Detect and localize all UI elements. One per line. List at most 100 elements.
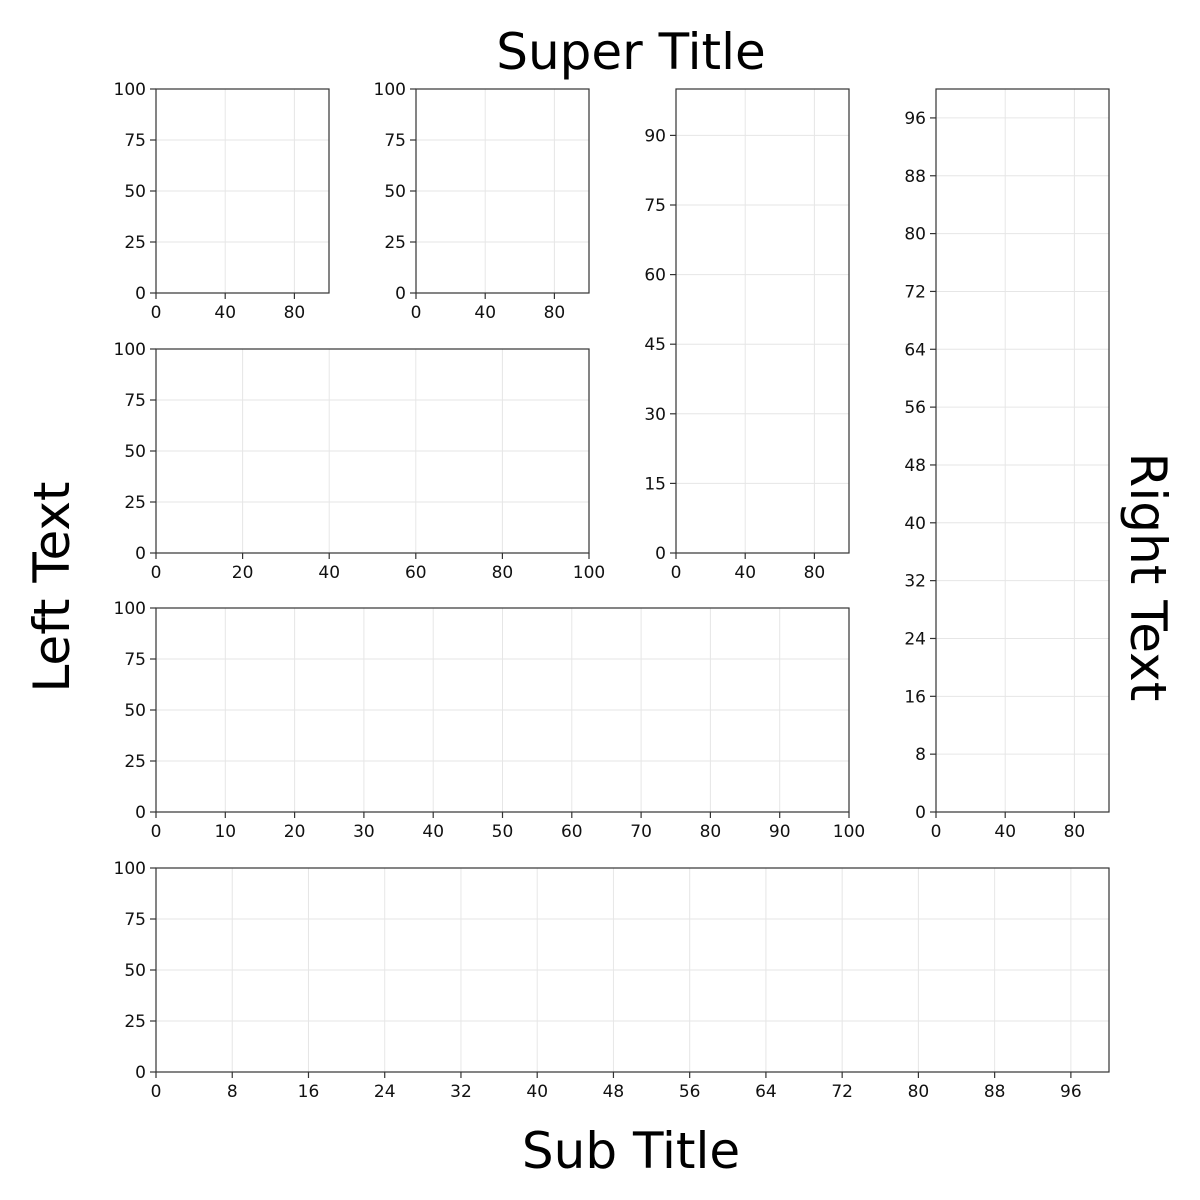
x-tick-label: 20 <box>284 822 306 842</box>
y-tick-label: 25 <box>124 1012 146 1032</box>
x-tick-label: 30 <box>353 822 375 842</box>
y-tick-label: 100 <box>114 340 146 360</box>
chart-panel-3: 0 40 80 0 15 30 45 60 75 90 <box>644 88 850 583</box>
x-tick-label: 80 <box>804 563 826 583</box>
x-tick-label: 90 <box>769 822 791 842</box>
y-tick-label: 45 <box>644 335 666 355</box>
y-tick-label: 50 <box>384 182 406 202</box>
x-tick-label: 60 <box>405 563 427 583</box>
x-tick-label: 32 <box>450 1082 472 1102</box>
x-tick-label: 40 <box>526 1082 548 1102</box>
y-tick-label: 75 <box>384 131 406 151</box>
x-tick-label: 48 <box>603 1082 625 1102</box>
x-tick-label: 40 <box>474 303 496 323</box>
x-tick-label: 64 <box>755 1082 777 1102</box>
x-tick-label: 56 <box>679 1082 701 1102</box>
y-tick-label: 0 <box>135 1063 146 1083</box>
x-tick-label: 80 <box>544 303 566 323</box>
y-tick-label: 50 <box>124 442 146 462</box>
right-text: Right Text <box>1119 453 1177 702</box>
y-tick-label: 80 <box>904 225 926 245</box>
x-tick-label: 80 <box>492 563 514 583</box>
y-tick-label: 25 <box>384 233 406 253</box>
y-tick-label: 50 <box>124 961 146 981</box>
x-tick-label: 100 <box>573 563 605 583</box>
y-tick-label: 100 <box>114 599 146 619</box>
y-tick-label: 0 <box>655 544 666 564</box>
y-tick-label: 75 <box>644 196 666 216</box>
y-tick-label: 90 <box>644 126 666 146</box>
y-tick-label: 75 <box>124 391 146 411</box>
y-tick-label: 0 <box>135 284 146 304</box>
left-text: Left Text <box>23 481 81 692</box>
y-tick-label: 96 <box>904 109 926 129</box>
x-tick-label: 60 <box>561 822 583 842</box>
y-tick-label: 15 <box>644 474 666 494</box>
chart-panel-1: 0 40 80 0 25 50 75 100 <box>114 80 330 323</box>
x-tick-label: 70 <box>630 822 652 842</box>
x-tick-label: 24 <box>374 1082 396 1102</box>
y-tick-label: 50 <box>124 182 146 202</box>
x-tick-label: 40 <box>994 822 1016 842</box>
y-tick-label: 8 <box>915 745 926 765</box>
axes-frame <box>935 88 1110 813</box>
y-tick-label: 60 <box>644 266 666 286</box>
x-tick-label: 0 <box>671 563 682 583</box>
x-tick-label: 80 <box>284 303 306 323</box>
x-tick-label: 0 <box>151 1082 162 1102</box>
x-tick-label: 0 <box>151 822 162 842</box>
y-tick-label: 25 <box>124 493 146 513</box>
chart-panel-5: 0 20 40 60 80 100 0 25 50 75 100 <box>114 340 606 583</box>
y-tick-label: 25 <box>124 233 146 253</box>
chart-panel-7: 0 8 16 24 32 40 48 56 64 72 80 88 96 0 25 50 75 100 <box>114 859 1110 1102</box>
y-tick-label: 48 <box>904 456 926 476</box>
y-tick-label: 0 <box>135 544 146 564</box>
x-tick-label: 40 <box>734 563 756 583</box>
x-tick-label: 8 <box>227 1082 238 1102</box>
x-tick-label: 10 <box>214 822 236 842</box>
x-tick-label: 80 <box>700 822 722 842</box>
y-tick-label: 100 <box>114 80 146 100</box>
chart-panel-6: 0 10 20 30 40 50 60 70 80 90 100 0 25 50 75 100 <box>114 599 866 842</box>
x-tick-label: 40 <box>318 563 340 583</box>
x-tick-label: 0 <box>931 822 942 842</box>
y-tick-label: 100 <box>114 859 146 879</box>
x-tick-label: 16 <box>298 1082 320 1102</box>
axes-frame <box>675 88 850 554</box>
y-tick-label: 56 <box>904 398 926 418</box>
x-tick-label: 0 <box>151 303 162 323</box>
x-tick-label: 40 <box>214 303 236 323</box>
y-tick-label: 30 <box>644 405 666 425</box>
x-tick-label: 100 <box>833 822 865 842</box>
x-tick-label: 96 <box>1060 1082 1082 1102</box>
x-tick-label: 0 <box>151 563 162 583</box>
x-tick-label: 80 <box>1064 822 1086 842</box>
y-tick-label: 25 <box>124 752 146 772</box>
x-tick-label: 0 <box>411 303 422 323</box>
sub-title: Sub Title <box>522 1122 740 1180</box>
y-tick-label: 0 <box>395 284 406 304</box>
y-tick-label: 75 <box>124 910 146 930</box>
y-tick-label: 100 <box>374 80 406 100</box>
y-tick-label: 88 <box>904 167 926 187</box>
x-tick-label: 20 <box>232 563 254 583</box>
y-tick-label: 0 <box>135 803 146 823</box>
y-tick-label: 50 <box>124 701 146 721</box>
x-tick-label: 80 <box>908 1082 930 1102</box>
y-tick-label: 75 <box>124 131 146 151</box>
y-tick-label: 0 <box>915 803 926 823</box>
y-tick-label: 72 <box>904 282 926 302</box>
y-tick-label: 40 <box>904 514 926 534</box>
y-tick-label: 64 <box>904 340 926 360</box>
chart-panel-2: 0 40 80 0 25 50 75 100 <box>374 80 590 323</box>
y-tick-label: 75 <box>124 650 146 670</box>
x-tick-label: 40 <box>422 822 444 842</box>
x-tick-label: 72 <box>831 1082 853 1102</box>
y-tick-label: 24 <box>904 629 926 649</box>
y-tick-label: 32 <box>904 572 926 592</box>
super-title: Super Title <box>496 23 766 81</box>
x-tick-label: 50 <box>492 822 514 842</box>
